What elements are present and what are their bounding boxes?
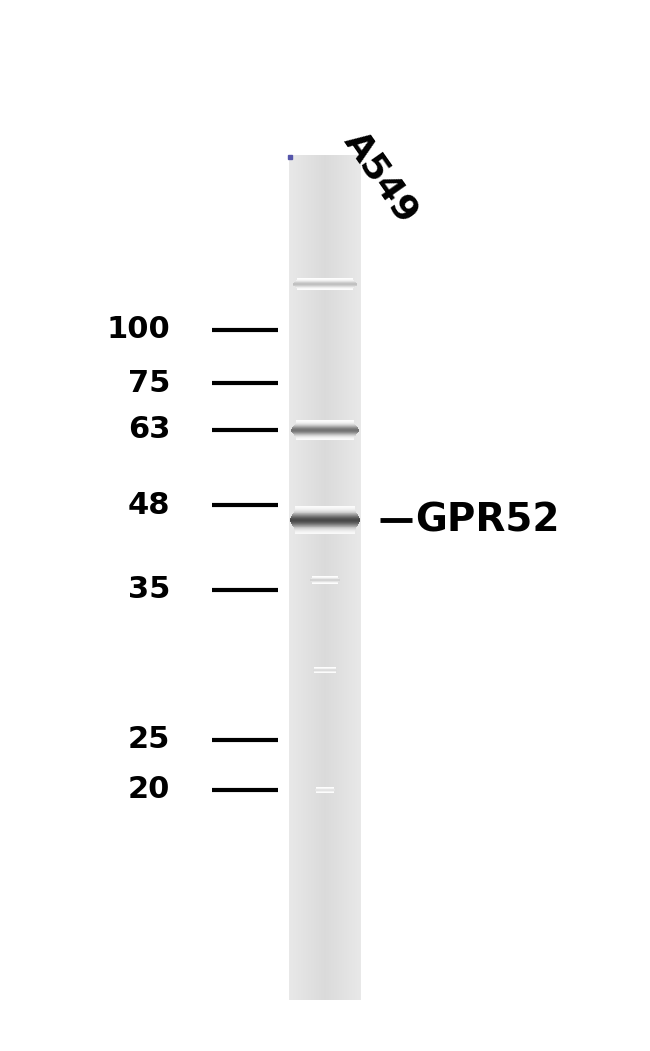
- Text: 100: 100: [106, 315, 170, 345]
- Text: 35: 35: [127, 576, 170, 604]
- Text: 63: 63: [127, 415, 170, 445]
- Text: 25: 25: [127, 725, 170, 755]
- Text: GPR52: GPR52: [415, 501, 560, 539]
- Text: A549: A549: [338, 125, 425, 230]
- Text: 75: 75: [127, 369, 170, 397]
- Text: 20: 20: [127, 776, 170, 804]
- Text: 48: 48: [127, 491, 170, 519]
